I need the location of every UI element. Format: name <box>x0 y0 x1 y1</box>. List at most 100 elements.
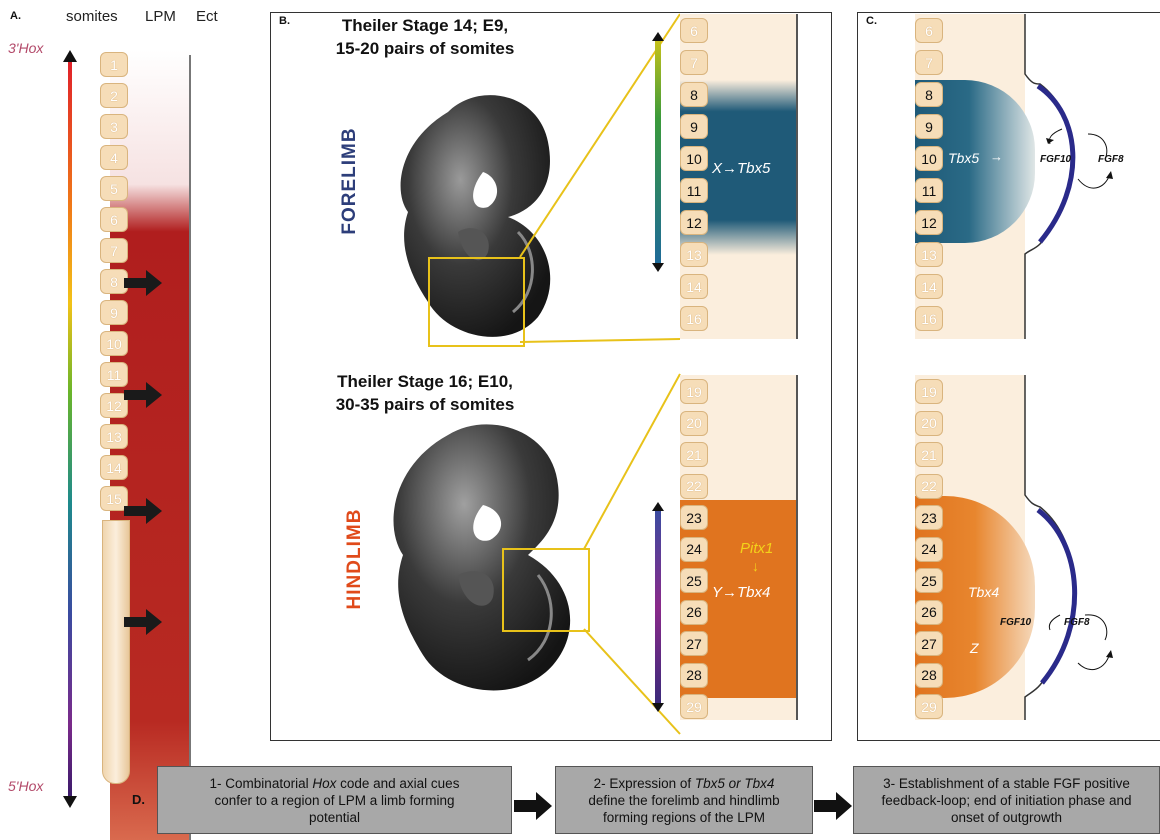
somite-21: 21 <box>680 442 708 467</box>
step-2-box: 2- Expression of Tbx5 or Tbx4 define the… <box>555 766 813 834</box>
stage-16-line1: Theiler Stage 16; E10, <box>337 372 513 391</box>
somite-29: 29 <box>915 694 943 719</box>
panel-c-fgf10-bottom: FGF10 <box>1000 617 1032 628</box>
step-arrow-1 <box>514 792 552 820</box>
somite-27: 27 <box>680 631 708 656</box>
panel-c-tbx4-label: Tbx4 <box>968 584 1000 600</box>
somite-7: 7 <box>680 50 708 75</box>
panel-c-z-label: Z <box>970 640 979 656</box>
somite-11: 11 <box>915 178 943 203</box>
somite-6: 6 <box>915 18 943 43</box>
panel-d-letter: D. <box>132 792 145 807</box>
pitx1-down-arrow: ↓ <box>752 558 759 574</box>
stage-14-line1: Theiler Stage 14; E9, <box>341 16 509 35</box>
somite-2: 2 <box>100 83 128 108</box>
panel-b-forelimb-hox-arrow <box>652 32 664 272</box>
stage-16-line2: 30-35 pairs of somites <box>335 395 515 414</box>
somite-26: 26 <box>680 599 708 625</box>
step-arrow-2 <box>814 792 852 820</box>
panel-b-hindlimb-ectoderm <box>796 375 798 720</box>
somite-7: 7 <box>915 50 943 75</box>
somite-22: 22 <box>680 473 708 499</box>
panel-b-forelimb-ectoderm <box>796 14 798 339</box>
somite-9: 9 <box>100 300 128 325</box>
embryo-e9-zoom-box <box>428 257 525 347</box>
step-3-text-a: 3- Establishment of a stable FGF positiv… <box>883 775 1130 791</box>
somite-6: 6 <box>680 18 708 43</box>
lpm-arrow-4 <box>124 609 162 635</box>
stage-14-title: Theiler Stage 14; E9, 15-20 pairs of som… <box>300 14 550 60</box>
somite-11: 11 <box>680 178 708 203</box>
hox-gradient-arrow <box>63 50 77 808</box>
lpm-arrow-2 <box>124 382 162 408</box>
embryo-e10-image <box>393 424 571 691</box>
somite-12: 12 <box>680 210 708 235</box>
somite-3: 3 <box>100 114 128 139</box>
somite-20: 20 <box>680 410 708 436</box>
somite-13: 13 <box>915 242 943 267</box>
somite-14: 14 <box>915 274 943 299</box>
panel-b-hindlimb-hox-arrow <box>652 502 664 712</box>
somite-16: 16 <box>680 306 708 331</box>
stage-16-title: Theiler Stage 16; E10, 30-35 pairs of so… <box>300 370 550 416</box>
panel-c-hind-aer-svg <box>1024 375 1113 720</box>
zoom-lines <box>519 13 681 735</box>
somite-19: 19 <box>680 379 708 404</box>
somite-28: 28 <box>680 662 708 688</box>
hox-5-label: 5'Hox <box>8 778 44 794</box>
step-2-text-c: forming regions of the LPM <box>602 809 766 825</box>
tbx5-arrow: → <box>990 149 1003 164</box>
somite-4: 4 <box>100 145 128 170</box>
embryo-e10-zoom-box <box>502 548 590 632</box>
panel-b-letter: B. <box>279 15 290 27</box>
panel-a-letter: A. <box>10 10 21 22</box>
panel-b-pitx1-label: Pitx1 <box>740 540 774 557</box>
panel-c-fgf8-bottom: FGF8 <box>1064 617 1090 628</box>
somite-13: 13 <box>680 242 708 267</box>
somite-10: 10 <box>100 331 128 356</box>
somite-10: 10 <box>915 146 943 171</box>
somite-10: 10 <box>680 146 708 171</box>
somite-25: 25 <box>915 568 943 593</box>
somite-9: 9 <box>680 114 708 139</box>
step-1-text-b: code and axial cues <box>336 775 460 791</box>
somite-23: 23 <box>915 505 943 530</box>
somite-20: 20 <box>915 410 943 436</box>
step-2-text-a: 2- Expression of <box>593 775 695 791</box>
somite-8: 8 <box>680 82 708 107</box>
step-2-tbx: Tbx5 or Tbx4 <box>694 775 775 791</box>
somite-24: 24 <box>680 536 708 562</box>
step-1-text-a: 1- Combinatorial <box>209 775 313 791</box>
hox-3-label: 3'Hox <box>8 40 44 56</box>
step-3-box: 3- Establishment of a stable FGF positiv… <box>853 766 1160 834</box>
somite-14: 14 <box>100 455 128 480</box>
stage-14-line2: 15-20 pairs of somites <box>335 39 515 58</box>
panel-b-tbx5-label: X→Tbx5 <box>712 160 771 177</box>
somite-21: 21 <box>915 442 943 467</box>
somite-28: 28 <box>915 662 943 688</box>
step-2-text-b: define the forelimb and hindlimb <box>588 792 780 808</box>
somite-26: 26 <box>915 599 943 625</box>
panel-c-fgf10-top: FGF10 <box>1040 154 1072 165</box>
somite-29: 29 <box>680 694 708 719</box>
panel-c-fore-aer-svg <box>1024 14 1113 339</box>
presomitic-mesoderm <box>102 520 130 784</box>
somite-12: 12 <box>100 393 128 418</box>
somites-column-header: somites <box>66 8 118 25</box>
ect-column-header: Ect <box>196 8 218 25</box>
somite-12: 12 <box>915 210 943 235</box>
somite-23: 23 <box>680 505 708 530</box>
lpm-arrow-1 <box>124 270 162 296</box>
step-3-text-c: onset of outgrowth <box>950 809 1063 825</box>
step-1-hox: Hox <box>312 775 337 791</box>
somite-25: 25 <box>680 568 708 593</box>
step-1-text-c: confer to a region of LPM a limb forming <box>214 792 455 808</box>
somite-27: 27 <box>915 631 943 656</box>
somite-13: 13 <box>100 424 128 449</box>
lpm-arrow-3 <box>124 498 162 524</box>
somite-8: 8 <box>100 269 128 294</box>
somite-22: 22 <box>915 473 943 499</box>
somite-9: 9 <box>915 114 943 139</box>
somite-1: 1 <box>100 52 128 77</box>
somite-16: 16 <box>915 306 943 331</box>
